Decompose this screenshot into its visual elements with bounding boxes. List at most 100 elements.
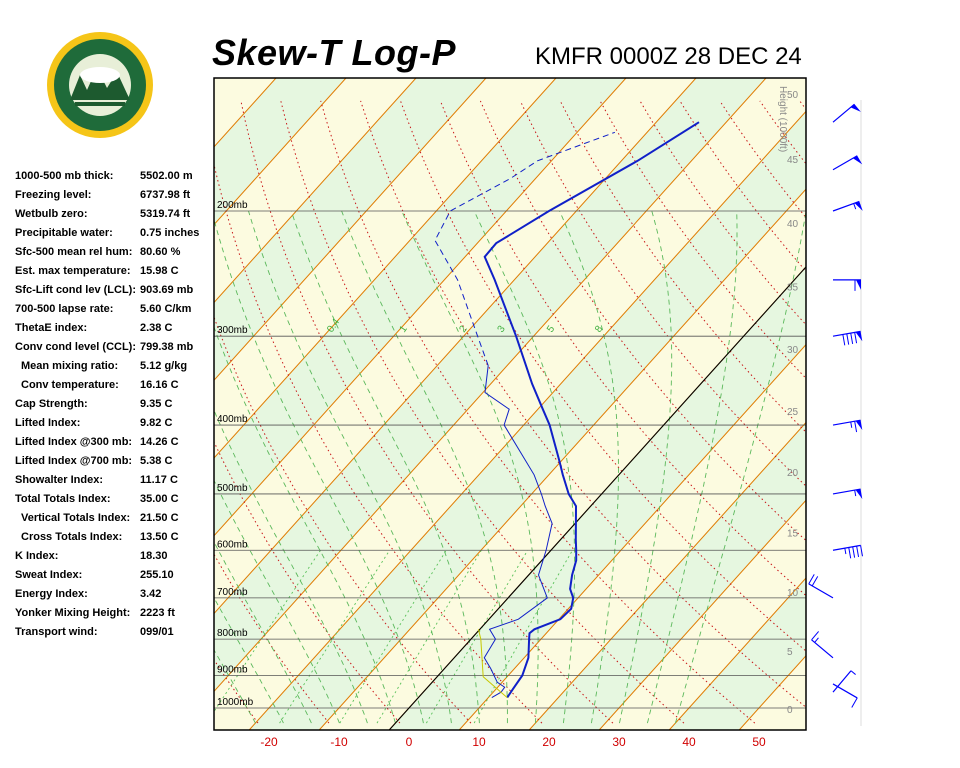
index-value: 2223 ft (140, 607, 175, 619)
isotherm (248, 110, 806, 730)
station-time-label: KMFR 0000Z 28 DEC 24 (535, 43, 802, 70)
index-value: 14.26 C (140, 436, 179, 448)
index-label: Total Totals Index: (15, 493, 111, 505)
wind-barb (832, 419, 863, 433)
plot-area (0, 78, 960, 730)
moist-adiabat (341, 210, 508, 724)
isotherm (598, 499, 806, 730)
height-label: 20 (787, 468, 799, 479)
dry-adiabat (214, 315, 472, 724)
index-row: Yonker Mixing Height: 2223 ft (15, 605, 215, 624)
isotherm (318, 188, 806, 730)
index-label: Conv temperature: (21, 379, 119, 391)
index-label: Transport wind: (15, 626, 98, 638)
wind-barb (832, 200, 863, 212)
index-value: 15.98 C (140, 265, 179, 277)
moist-adiabat (214, 479, 340, 724)
index-label: Yonker Mixing Height: (15, 607, 131, 619)
index-row: Conv temperature: 16.16 C (15, 377, 215, 396)
pressure-label: 200mb (217, 200, 248, 211)
index-value: 0.75 inches (140, 227, 200, 239)
x-tick-label: 0 (406, 735, 413, 749)
isotherm (528, 421, 806, 730)
height-label: 10 (787, 588, 799, 599)
index-value: 9.35 C (140, 398, 173, 410)
pressure-label: 500mb (217, 483, 248, 494)
index-label: ThetaE index: (15, 322, 88, 334)
index-label: Cap Strength: (15, 398, 88, 410)
dry-adiabat (799, 100, 806, 111)
wind-barb (808, 574, 834, 599)
isotherm (668, 577, 806, 730)
dry-adiabat (880, 101, 960, 723)
moist-adiabat (214, 409, 368, 724)
zero-degree-isotherm (388, 266, 806, 730)
temperature-band (809, 78, 960, 730)
index-value: 799.38 mb (140, 341, 194, 353)
moist-adiabat (248, 210, 452, 724)
mixing-ratio-line (426, 550, 529, 724)
index-row: Est. max temperature: 15.98 C (15, 263, 215, 282)
index-row: Transport wind: 099/01 (15, 624, 215, 643)
isotherm (0, 78, 206, 730)
index-label: Lifted Index: (15, 417, 81, 429)
chart-title: Skew-T Log-P (212, 32, 457, 73)
isotherm (214, 78, 767, 693)
wind-barb (811, 631, 834, 659)
mixing-ratio-label: 5 (545, 323, 557, 334)
dry-adiabat (919, 101, 960, 723)
index-row: Cap Strength: 9.35 C (15, 396, 215, 415)
index-row: Mean mixing ratio: 5.12 g/kg (15, 358, 215, 377)
wind-barb (832, 670, 856, 693)
index-row: Total Totals Index: 35.00 C (15, 491, 215, 510)
oregon-department-of-forestry-logo (47, 32, 153, 138)
index-row: Sweat Index: 255.10 (15, 567, 215, 586)
moist-adiabat (559, 210, 619, 724)
index-label: 1000-500 mb thick: (15, 170, 114, 182)
index-value: 3.42 (140, 588, 162, 600)
x-tick-label: 10 (472, 735, 486, 749)
pressure-label: 900mb (217, 664, 248, 675)
isotherm (214, 78, 487, 381)
index-value: 903.69 mb (140, 284, 194, 296)
moist-adiabat (214, 217, 424, 724)
x-tick-label: -20 (260, 735, 278, 749)
height-label: 5 (787, 647, 793, 658)
index-label: Cross Totals Index: (21, 531, 123, 543)
height-axis-title: Height (1000ft) (777, 86, 788, 152)
moist-adiabat (473, 210, 576, 724)
index-row: Energy Index: 3.42 (15, 586, 215, 605)
moist-adiabat (290, 210, 480, 724)
isotherm (214, 78, 347, 226)
index-label: K Index: (15, 550, 59, 562)
mixing-ratio-line (376, 550, 482, 724)
index-value: 5.38 C (140, 455, 173, 467)
mixing-ratio-label: 2 (457, 323, 469, 334)
isotherm (214, 78, 417, 304)
pressure-label: 1000mb (217, 697, 254, 708)
parcel-line (477, 629, 508, 698)
wind-barb (832, 155, 863, 171)
pressure-label: 800mb (217, 628, 248, 639)
index-row: Wetbulb zero: 5319.74 ft (15, 206, 215, 225)
temperature-band (214, 78, 806, 730)
mixing-ratio-line (473, 550, 573, 724)
x-tick-label: 40 (682, 735, 696, 749)
mixing-ratio-label: 3 (496, 323, 508, 334)
moist-adiabat (674, 210, 806, 724)
dewpoint-line-upper (434, 131, 616, 366)
moist-adiabat (214, 540, 312, 724)
index-value: 13.50 C (140, 531, 179, 543)
plot-frame (213, 77, 807, 731)
pressure-label: 600mb (217, 539, 248, 550)
index-row: ThetaE index: 2.38 C (15, 320, 215, 339)
index-row: Cross Totals Index: 13.50 C (15, 529, 215, 548)
index-row: Showalter Index: 11.17 C (15, 472, 215, 491)
pressure-label: 700mb (217, 587, 248, 598)
index-value: 099/01 (140, 626, 174, 638)
index-value: 255.10 (140, 569, 174, 581)
index-label: 700-500 lapse rate: (15, 303, 114, 315)
moist-adiabat (214, 325, 396, 724)
dry-adiabat (840, 101, 960, 723)
